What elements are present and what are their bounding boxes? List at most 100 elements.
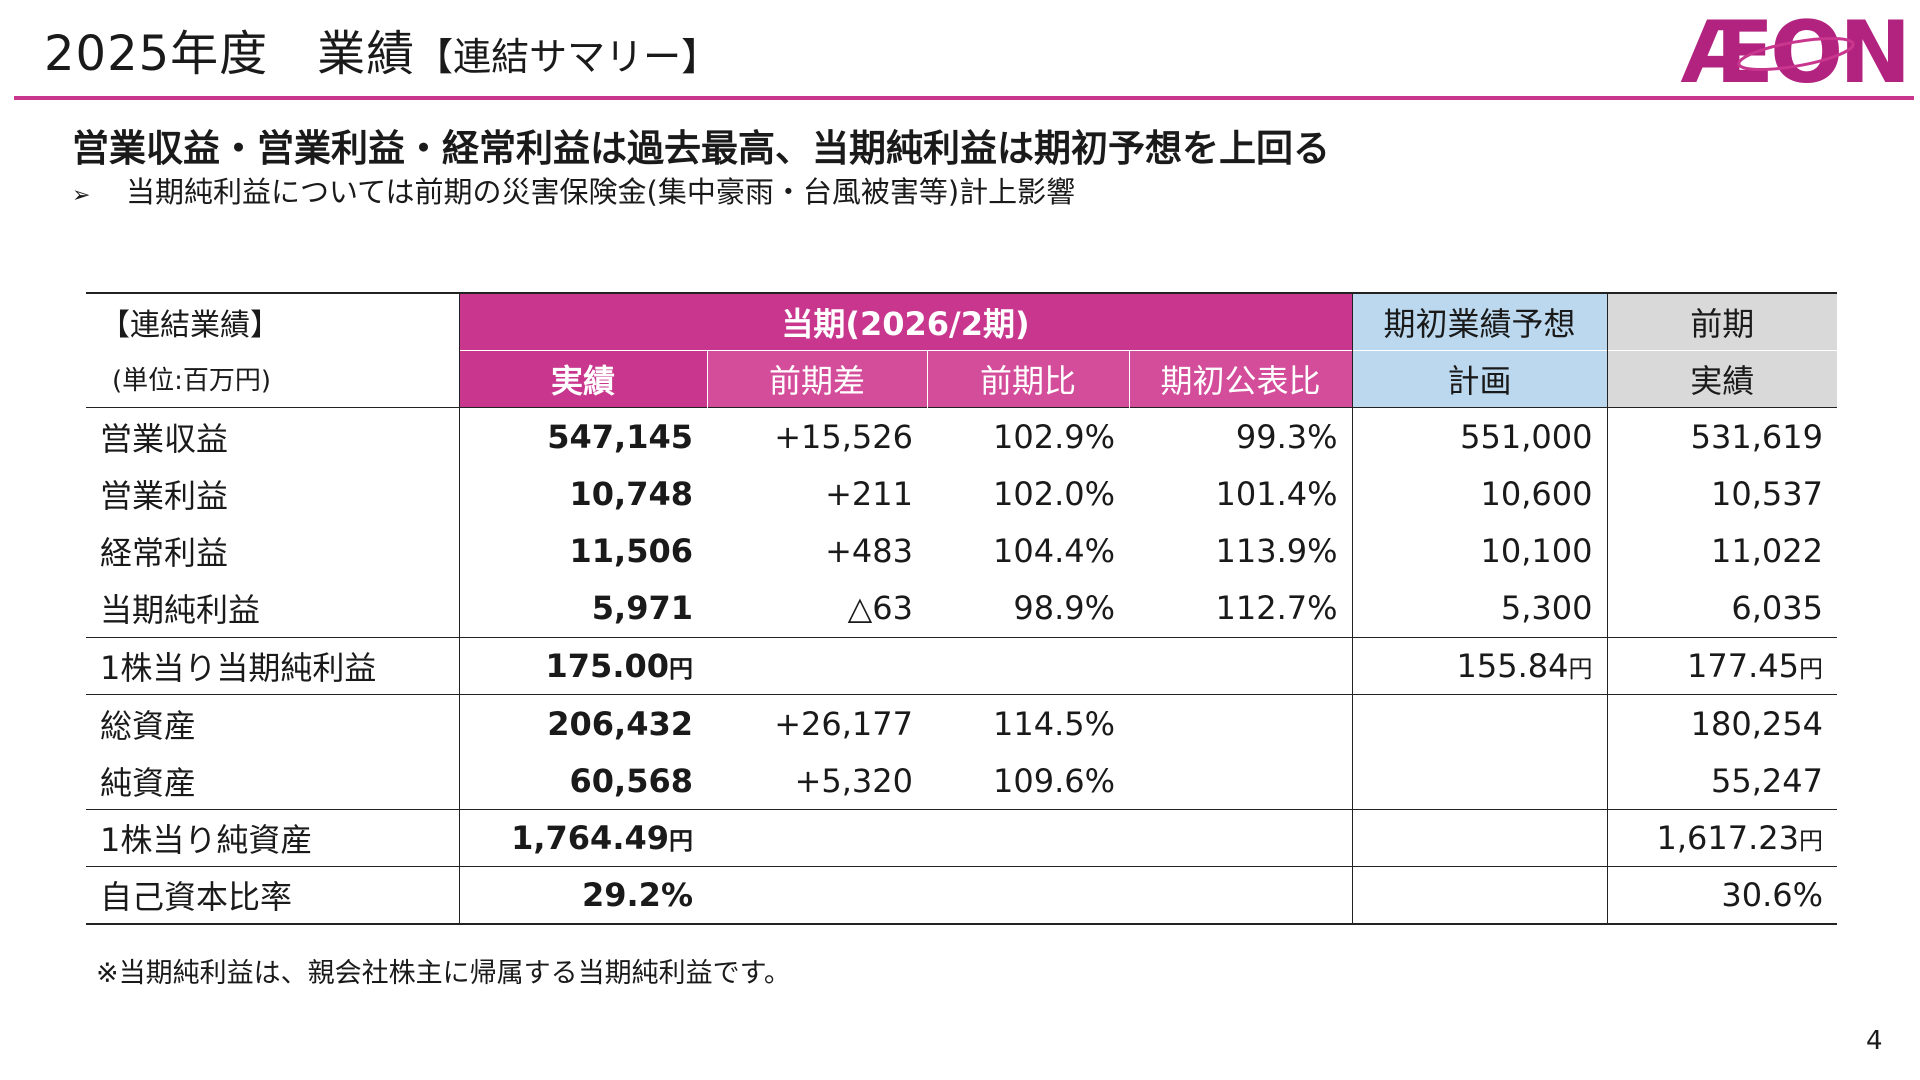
cell-plan: 5,300 <box>1351 579 1607 638</box>
subheader-actual: 実績 <box>458 349 707 408</box>
cell-ratio: 114.5% <box>927 694 1129 753</box>
cell-ratio: 102.9% <box>927 407 1129 466</box>
cell-vs-plan: 99.3% <box>1129 407 1352 466</box>
row-label: 1株当り純資産 <box>86 809 459 867</box>
cell-actual-value: 206,432 <box>547 704 693 743</box>
cell-prior-value: 531,619 <box>1690 417 1823 456</box>
table-header-row: 【連結業績】 当期(2026/2期) 期初業績予想 前期 <box>86 291 1837 351</box>
corner-label: 【連結業績】 <box>86 291 459 351</box>
table-row: 当期純利益 5,971 △63 98.9% 112.7% 5,300 6,035 <box>86 579 1837 638</box>
cell-actual-value: 11,506 <box>569 532 693 571</box>
cell-ratio: 104.4% <box>927 523 1129 580</box>
unit-label: (単位:百万円) <box>112 366 272 397</box>
page-number: 4 <box>1866 1026 1883 1056</box>
cell-prior: 180,254 <box>1606 694 1837 753</box>
cell-ratio: 98.9% <box>927 580 1129 637</box>
subheader-diff: 前期差 <box>706 349 927 408</box>
cell-plan: 10,600 <box>1351 465 1607 523</box>
cell-actual-value: 60,568 <box>569 761 693 800</box>
subheader-vs-plan: 期初公表比 <box>1128 349 1352 408</box>
row-label: 1株当り当期純利益 <box>86 636 459 695</box>
row-label: 総資産 <box>86 694 459 753</box>
yen-unit: 円 <box>1568 655 1593 684</box>
cell-diff-value: △63 <box>847 589 913 628</box>
footnote: ※当期純利益は、親会社株主に帰属する当期純利益です。 <box>96 958 791 989</box>
table-row: 1株当り純資産 1,764.49円 1,617.23円 <box>86 809 1837 867</box>
cell-diff: +15,526 <box>707 407 927 466</box>
cell-diff: +5,320 <box>707 752 927 809</box>
cell-ratio <box>927 866 1129 926</box>
table-row: 経常利益 11,506 +483 104.4% 113.9% 10,100 11,022 <box>86 522 1837 580</box>
bullet-arrow-icon: ➢ <box>72 183 91 208</box>
table-body: 営業収益 547,145 +15,526 102.9% 99.3% 551,000 531,… <box>86 407 1837 926</box>
row-label: 当期純利益 <box>100 591 261 630</box>
bullet-text: 当期純利益については前期の災害保険金(集中豪雨・台風被害等)計上影響 <box>126 175 1076 209</box>
cell-diff: +26,177 <box>707 694 927 753</box>
cell-prior: 531,619 <box>1606 407 1837 466</box>
cell-prior-value: 180,254 <box>1690 704 1823 743</box>
cell-prior-value: 55,247 <box>1711 761 1823 800</box>
cell-prior: 11,022 <box>1606 522 1837 580</box>
cell-plan <box>1351 694 1607 753</box>
cell-ratio <box>927 636 1129 695</box>
cell-actual-value: 5,971 <box>591 589 693 628</box>
table-row: 総資産 206,432 +26,177 114.5% 180,254 <box>86 694 1837 753</box>
aeon-logo: ÆON <box>1681 10 1911 94</box>
cell-prior-value: 1,617.23 <box>1656 819 1800 858</box>
cell-diff-value: +483 <box>825 532 913 571</box>
group-prior: 前期 <box>1606 291 1837 351</box>
cell-actual: 5,971 <box>458 579 707 638</box>
cell-ratio: 109.6% <box>927 752 1129 809</box>
cell-actual: 60,568 <box>458 752 707 810</box>
cell-vs-plan <box>1129 636 1352 695</box>
cell-plan <box>1351 752 1607 810</box>
cell-plan: 551,000 <box>1351 407 1607 466</box>
cell-vs-plan: 101.4% <box>1129 465 1352 522</box>
cell-actual: 29.2% <box>458 866 707 926</box>
headline: 営業収益・営業利益・経常利益は過去最高、当期純利益は期初予想を上回る <box>72 127 1330 170</box>
cell-prior: 1,617.23円 <box>1606 809 1837 867</box>
table-row: 1株当り当期純利益 175.00円 155.84円 177.45円 <box>86 636 1837 695</box>
cell-vs-plan-value: 101.4% <box>1215 474 1338 513</box>
cell-prior: 10,537 <box>1606 465 1837 523</box>
row-label: 純資産 <box>100 763 197 802</box>
group-current: 当期(2026/2期) <box>458 291 1352 351</box>
cell-prior-value: 30.6% <box>1721 876 1823 915</box>
cell-diff-value: +5,320 <box>794 761 913 800</box>
cell-vs-plan-value: 112.7% <box>1215 589 1338 628</box>
cell-vs-plan-value: 99.3% <box>1235 417 1338 456</box>
cell-actual-value: 547,145 <box>547 417 693 456</box>
table-row: 自己資本比率 29.2% 30.6% <box>86 866 1837 926</box>
cell-vs-plan <box>1129 866 1352 926</box>
cell-diff: △63 <box>707 580 927 637</box>
cell-prior-value: 10,537 <box>1711 474 1823 513</box>
cell-ratio-value: 109.6% <box>992 761 1115 800</box>
subheader-plan: 計画 <box>1351 349 1607 408</box>
yen-unit: 円 <box>1799 827 1823 856</box>
cell-diff <box>707 809 927 867</box>
cell-prior: 30.6% <box>1606 866 1837 926</box>
cell-plan: 155.84円 <box>1351 636 1607 695</box>
cell-prior-value: 6,035 <box>1731 589 1823 628</box>
table-row: 営業利益 10,748 +211 102.0% 101.4% 10,600 10,537 <box>86 465 1837 523</box>
header-rule <box>14 96 1914 100</box>
slide-header: 2025年度 業績【連結サマリー】 ÆON <box>0 0 1920 100</box>
title-main: 2025年度 業績 <box>44 26 416 82</box>
subheader-prior-actual: 実績 <box>1606 349 1837 408</box>
table-row: 純資産 60,568 +5,320 109.6% 55,247 <box>86 752 1837 810</box>
cell-actual: 11,506 <box>458 522 707 580</box>
cell-actual: 175.00円 <box>458 636 707 695</box>
cell-plan <box>1351 809 1607 867</box>
cell-actual-value: 175.00 <box>545 647 669 686</box>
cell-actual-value: 10,748 <box>569 474 693 513</box>
row-label: 営業利益 <box>100 476 229 515</box>
title-sub: 【連結サマリー】 <box>415 35 720 79</box>
cell-ratio-value: 102.9% <box>992 417 1115 456</box>
cell-actual-value: 29.2% <box>581 876 693 915</box>
group-forecast: 期初業績予想 <box>1351 291 1607 351</box>
cell-ratio-value: 114.5% <box>992 704 1115 743</box>
cell-diff <box>707 866 927 926</box>
cell-diff-value: +211 <box>825 474 913 513</box>
logo-text: ÆON <box>1681 10 1907 94</box>
cell-prior: 55,247 <box>1606 752 1837 810</box>
